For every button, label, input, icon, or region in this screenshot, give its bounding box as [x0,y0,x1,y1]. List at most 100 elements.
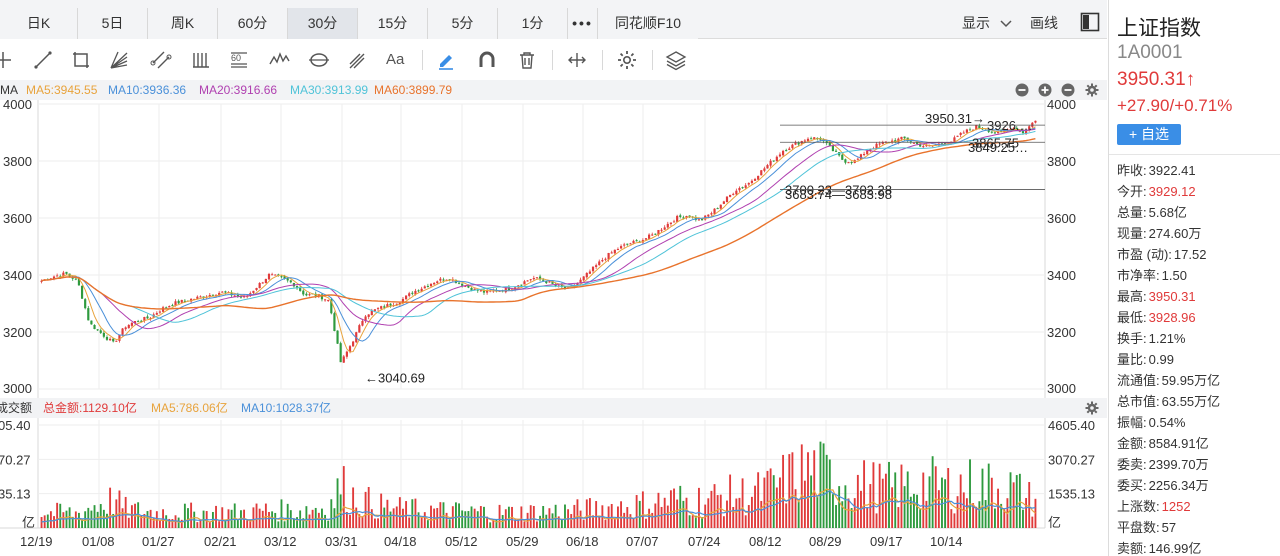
fib-icon[interactable]: 60 [228,49,250,71]
volume-bar [1028,482,1031,528]
volume-bar [249,519,252,528]
layers-icon[interactable] [665,49,687,71]
tab-week-k[interactable]: 周K [148,8,218,39]
tab-5day[interactable]: 5日 [78,8,148,39]
volume-bar [439,502,442,528]
candle-body [168,305,171,308]
volume-bar [233,503,236,528]
gear-icon[interactable] [1085,401,1099,415]
volume-bar [224,519,227,528]
stat-row: 委买: 2256.34万 [1117,475,1280,496]
volume-bar [526,512,529,528]
magnet-icon[interactable] [476,49,498,71]
kline-chart[interactable]: 4000 4000 3800 3800 3600 3600 3400 3400 3200 3200… [0,0,1107,556]
tab-5min[interactable]: 5分 [428,8,498,39]
volume-tick-label: 4605.40 [1048,418,1095,433]
candle-body [772,160,775,162]
volume-bar [271,511,274,528]
settings-icon[interactable] [616,49,638,71]
date-tick-label: 08/12 [749,534,782,549]
candle-body [286,278,289,281]
volume-bar [981,468,984,528]
volume-bar [953,513,956,528]
candle-body [866,150,869,155]
wave-icon[interactable] [268,49,290,71]
channel-icon[interactable] [150,49,172,71]
tab-f10[interactable]: 同花顺F10 [598,8,698,39]
rect-icon[interactable] [70,49,92,71]
candle-body [626,243,629,245]
text-icon[interactable]: Aa [386,49,414,71]
candle-body [96,329,99,331]
pencil-icon[interactable] [435,49,457,71]
tab-more[interactable]: ••• [568,8,598,39]
tab-60min[interactable]: 60分 [218,8,288,39]
cycle-icon[interactable] [308,49,330,71]
volume-bar [707,498,710,528]
candle-body [844,159,847,163]
candle-body [576,282,579,286]
volume-bar [78,512,80,528]
fan-icon[interactable] [108,49,130,71]
volume-bar [364,491,367,528]
level-label: 3849.25… [968,140,1028,155]
line-icon[interactable] [32,49,54,71]
candle-body [118,334,121,341]
gear-icon[interactable] [1085,83,1099,97]
panel-toggle-icon[interactable] [1080,12,1100,32]
tab-label: 5分 [451,15,474,31]
display-dropdown[interactable]: 显示 [962,8,1012,39]
crosshair-icon[interactable] [0,49,14,71]
volume-bar [965,498,968,528]
candle-body [810,138,813,140]
candle-body [327,299,330,301]
volume-bar [392,508,395,528]
volume-bar [218,521,221,528]
add-watchlist-button[interactable]: + 自选 [1117,124,1181,145]
candle-body [648,234,651,239]
candle-body [470,288,473,291]
zoom-out-icon[interactable] [1061,83,1075,97]
candle-body [554,284,557,287]
candle-body [729,194,732,197]
minimize-icon[interactable] [1015,83,1029,97]
candle-body [112,338,115,342]
volume-bar [691,515,694,528]
volume-bar [928,476,931,528]
candle-body [442,279,445,281]
candle-body [302,290,305,295]
pitchfork-icon[interactable] [346,49,368,71]
candle-body [710,213,713,215]
volume-bar [710,490,713,528]
price-tick-label: 3800 [1047,154,1076,169]
volume-bar [729,474,732,528]
stat-row: 最低: 3928.96 [1117,307,1280,328]
zoom-in-icon[interactable] [1038,83,1052,97]
stat-row: 上涨数: 1252 [1117,496,1280,517]
volume-bar [330,499,333,528]
tab-1min[interactable]: 1分 [498,8,568,39]
draw-line-button[interactable]: 画线 [1030,8,1058,39]
candle-body [370,310,373,316]
trash-icon[interactable] [516,49,538,71]
volume-bar [495,518,498,528]
measure-icon[interactable] [566,49,588,71]
volume-bar [507,506,510,528]
price-tick-label: 3400 [3,268,32,283]
candle-body [719,204,722,209]
stat-row: 换手: 1.21% [1117,328,1280,349]
volume-bar [872,462,875,528]
date-tick-label: 03/31 [325,534,358,549]
candle-body [482,289,486,293]
candle-body [769,160,772,166]
volume-bar [732,507,735,528]
tab-day-k[interactable]: 日K [0,8,78,39]
volume-bar [180,519,183,528]
date-tick-label: 02/21 [204,534,237,549]
candle-body [236,295,239,297]
tab-15min[interactable]: 15分 [358,8,428,39]
bars-icon[interactable] [190,49,212,71]
tab-30min[interactable]: 30分 [288,8,358,39]
volume-bar [423,512,426,528]
candle-body [439,278,442,281]
